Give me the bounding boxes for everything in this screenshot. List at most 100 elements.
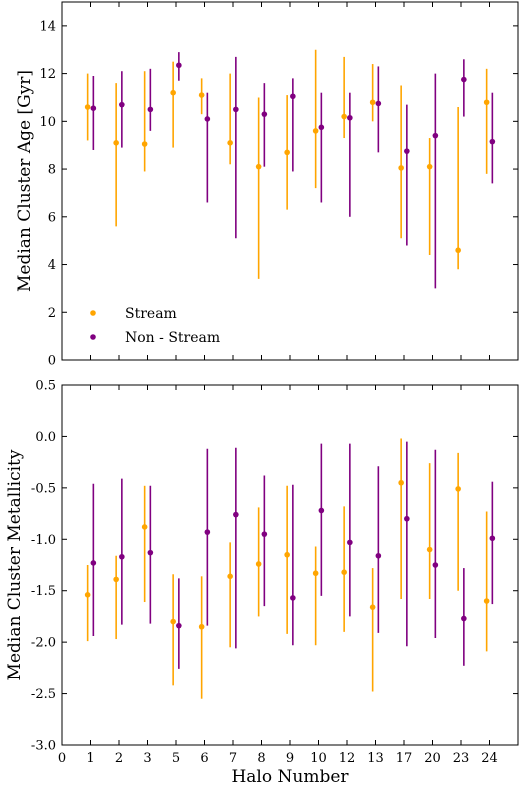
y-tick-label: 10 <box>39 115 56 130</box>
legend-marker <box>90 334 96 340</box>
x-tick-label: 2 <box>115 751 123 766</box>
x-tick-label: 0 <box>58 751 66 766</box>
x-tick-label: 23 <box>453 751 470 766</box>
y-tick-label: -1.5 <box>31 584 56 599</box>
data-point <box>404 148 410 154</box>
data-point <box>312 128 319 134</box>
data-point <box>369 604 376 610</box>
plot-frame <box>61 384 519 746</box>
y-axis-label: Median Cluster Metallicity <box>5 449 25 680</box>
data-point <box>204 116 211 122</box>
data-point <box>204 529 211 535</box>
data-point <box>347 114 353 121</box>
data-point <box>227 140 233 146</box>
data-point <box>483 598 490 604</box>
y-tick-label: 0 <box>48 354 56 369</box>
data-point <box>461 76 467 83</box>
x-tick-label: 6 <box>200 751 208 766</box>
x-tick-label: 3 <box>143 751 151 766</box>
x-tick-label: 1 <box>86 751 94 766</box>
data-point <box>398 165 404 171</box>
data-point <box>483 99 490 106</box>
data-point <box>284 551 290 558</box>
data-point <box>198 92 205 98</box>
data-point <box>461 615 467 622</box>
y-tick-label: 2 <box>48 306 56 321</box>
data-point <box>147 549 154 556</box>
age-panel: 0 2 4 6 8 10 12 14 Median Cluster Age [Gyr] Strea… <box>15 1 519 369</box>
data-point <box>432 132 439 139</box>
series-stream <box>84 49 490 279</box>
x-axis-label: Halo Number <box>231 767 349 787</box>
data-point <box>347 539 353 546</box>
legend-marker <box>90 310 96 316</box>
x-tick-label: 13 <box>367 751 384 766</box>
data-point <box>255 163 262 170</box>
data-point <box>170 618 176 625</box>
data-point <box>375 552 382 559</box>
data-point <box>398 479 404 486</box>
data-point <box>176 622 182 629</box>
data-point <box>90 560 97 566</box>
data-point <box>119 553 125 560</box>
data-point <box>170 89 176 96</box>
x-tick-label: 9 <box>286 751 294 766</box>
data-point <box>404 515 410 522</box>
data-point <box>290 93 296 100</box>
data-point <box>426 546 433 553</box>
y-tick-label: 12 <box>39 67 56 82</box>
x-tick-label: 10 <box>310 751 327 766</box>
data-point <box>233 511 239 518</box>
metallicity-panel: -3.0-2.5-2.0-1.5-1.0-0.50.00.50 1 2 3 5 6 7 8 9 1… <box>5 379 519 787</box>
data-point <box>375 100 382 107</box>
data-point <box>284 149 290 156</box>
data-point <box>147 106 154 113</box>
data-point <box>119 101 125 108</box>
data-point <box>489 138 496 145</box>
x-tick-label: 7 <box>229 751 237 766</box>
data-point <box>261 111 268 117</box>
data-point <box>176 62 182 69</box>
data-point <box>455 247 461 254</box>
data-point <box>318 507 325 514</box>
x-tick-label: 5 <box>172 751 180 766</box>
y-tick-label: 8 <box>48 163 56 178</box>
data-point <box>369 99 376 106</box>
y-tick-label: -1.0 <box>31 533 56 548</box>
data-point <box>141 141 148 147</box>
data-point <box>255 561 262 567</box>
x-tick-label: 12 <box>339 751 356 766</box>
data-point <box>233 106 239 113</box>
data-point <box>341 569 347 575</box>
data-point <box>455 486 461 492</box>
data-point <box>84 592 91 598</box>
y-tick-label: -3.0 <box>31 739 56 754</box>
y-tick-label: 6 <box>48 210 56 225</box>
data-point <box>426 163 433 170</box>
data-point <box>318 124 325 131</box>
data-point <box>113 576 119 583</box>
data-point <box>290 595 296 601</box>
x-tick-label: 20 <box>424 751 441 766</box>
y-tick-label: 14 <box>39 19 56 34</box>
series-non-stream <box>90 441 496 669</box>
data-point <box>341 113 347 120</box>
legend-label: Stream <box>125 306 177 322</box>
series-stream <box>84 438 490 699</box>
y-tick-label: -2.0 <box>31 636 56 651</box>
data-point <box>261 531 268 537</box>
data-point <box>90 105 97 112</box>
y-tick-label: -0.5 <box>31 481 56 496</box>
data-point <box>432 562 439 568</box>
y-tick-label: 0.0 <box>35 430 56 445</box>
data-point <box>227 573 233 580</box>
x-tick-label: 8 <box>257 751 265 766</box>
y-tick-label: 0.5 <box>35 379 56 394</box>
data-point <box>84 104 91 110</box>
data-point <box>198 623 205 630</box>
y-axis-label: Median Cluster Age [Gyr] <box>15 70 35 292</box>
y-tick-label: 4 <box>48 258 56 273</box>
legend: Stream Non - Stream <box>90 306 220 346</box>
legend-label: Non - Stream <box>125 330 220 346</box>
